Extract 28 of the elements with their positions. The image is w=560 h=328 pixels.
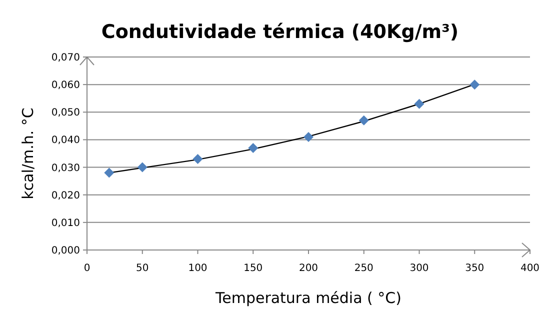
y-axis-title: kcal/m.h. °C (19, 108, 37, 200)
y-tick-label: 0,040 (51, 135, 80, 146)
y-tick-label: 0,060 (51, 80, 80, 92)
point (304, 132, 314, 142)
point (104, 168, 114, 178)
x-tick-label: 300 (410, 263, 429, 274)
y-tick-label: 0,010 (51, 218, 80, 229)
x-tick-label: 100 (188, 263, 208, 274)
point (137, 162, 148, 172)
point (248, 142, 258, 153)
x-tick-label: 400 (520, 263, 540, 274)
x-tick-label: 200 (298, 263, 318, 274)
x-tick-label: 150 (244, 263, 263, 274)
y-tick-label: 0,050 (51, 108, 80, 119)
x-tick-label: 250 (354, 263, 374, 274)
point (414, 98, 424, 109)
y-tick-label: 0,030 (51, 162, 80, 174)
x-tick-label: 350 (465, 263, 484, 274)
x-tick-label: 50 (136, 263, 149, 274)
point (192, 154, 203, 164)
y-tick-label: 0,000 (51, 246, 80, 256)
point (470, 80, 480, 90)
x-axis-title: Temperatura média ( °C) (214, 289, 402, 307)
chart-title: Condutividade térmica (40Kg/m³) (101, 21, 459, 43)
y-tick-label: 0,020 (51, 190, 80, 202)
point (358, 115, 369, 126)
y-tick-label: 0,070 (51, 52, 80, 64)
x-tick-label: 0 (84, 263, 90, 274)
